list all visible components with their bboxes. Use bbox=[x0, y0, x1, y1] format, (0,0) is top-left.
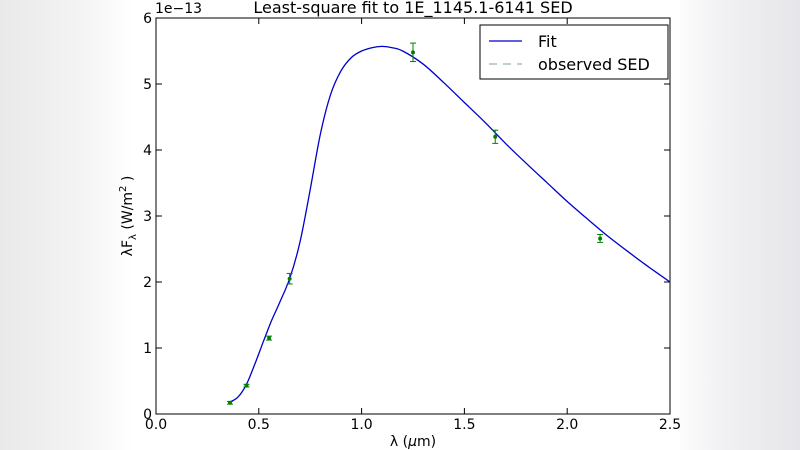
y-label-sub: λ bbox=[128, 234, 139, 240]
observed-marker bbox=[493, 134, 498, 139]
y-label-units: (W/m bbox=[120, 192, 136, 234]
observed-marker bbox=[411, 50, 415, 55]
fit-line bbox=[229, 45, 671, 403]
y-tick-label: 3 bbox=[143, 209, 152, 225]
y-tick-label: 6 bbox=[143, 11, 152, 27]
observed-point bbox=[410, 42, 416, 63]
x-label-lambda: λ ( bbox=[390, 434, 408, 450]
observed-point bbox=[227, 400, 234, 405]
y-tick-label: 5 bbox=[143, 77, 152, 93]
chart-title: Least-square fit to 1E_1145.1-6141 SED bbox=[253, 0, 572, 18]
x-label-unit: m) bbox=[417, 434, 436, 450]
legend-fit-label: Fit bbox=[538, 32, 557, 51]
x-tick-label: 0.0 bbox=[145, 417, 167, 433]
observed-sed-series bbox=[227, 42, 604, 405]
y-label-sup: 2 bbox=[118, 186, 129, 192]
observed-point bbox=[597, 233, 604, 243]
y-tick-label: 4 bbox=[143, 143, 152, 159]
observed-point bbox=[286, 272, 293, 285]
x-tick-label: 1.5 bbox=[453, 417, 475, 433]
y-label-main: λF bbox=[120, 240, 136, 256]
y-tick-label: 2 bbox=[143, 275, 152, 291]
x-tick-label: 2.5 bbox=[659, 417, 681, 433]
axis-ticks: 0.0 0.5 1.0 1.5 2.0 2.5 0 1 2 3 4 5 6 bbox=[143, 11, 681, 433]
background-left bbox=[0, 0, 132, 450]
observed-point bbox=[266, 335, 273, 341]
y-tick-label: 0 bbox=[143, 407, 152, 423]
legend-box bbox=[479, 24, 669, 80]
x-tick-label: 2.0 bbox=[556, 417, 578, 433]
observed-marker bbox=[228, 400, 233, 405]
background-right bbox=[670, 0, 800, 450]
observed-point bbox=[243, 383, 250, 388]
legend: Fit observed SED bbox=[479, 24, 669, 80]
x-tick-label: 0.5 bbox=[248, 417, 270, 433]
observed-marker bbox=[267, 336, 272, 341]
observed-marker bbox=[287, 276, 292, 281]
observed-point bbox=[492, 129, 499, 144]
y-axis-label: λFλ (W/m2 ) bbox=[118, 176, 139, 257]
observed-marker bbox=[598, 236, 603, 241]
observed-marker bbox=[244, 383, 249, 388]
legend-observed-label: observed SED bbox=[538, 55, 650, 74]
x-axis-label: λ (μm) bbox=[390, 434, 436, 450]
fit-series bbox=[229, 45, 671, 403]
x-label-mu: μ bbox=[407, 434, 417, 450]
y-offset-text: 1e−13 bbox=[155, 1, 202, 17]
x-tick-label: 1.0 bbox=[350, 417, 372, 433]
y-label-close: ) bbox=[120, 176, 136, 186]
y-tick-label: 1 bbox=[143, 341, 152, 357]
